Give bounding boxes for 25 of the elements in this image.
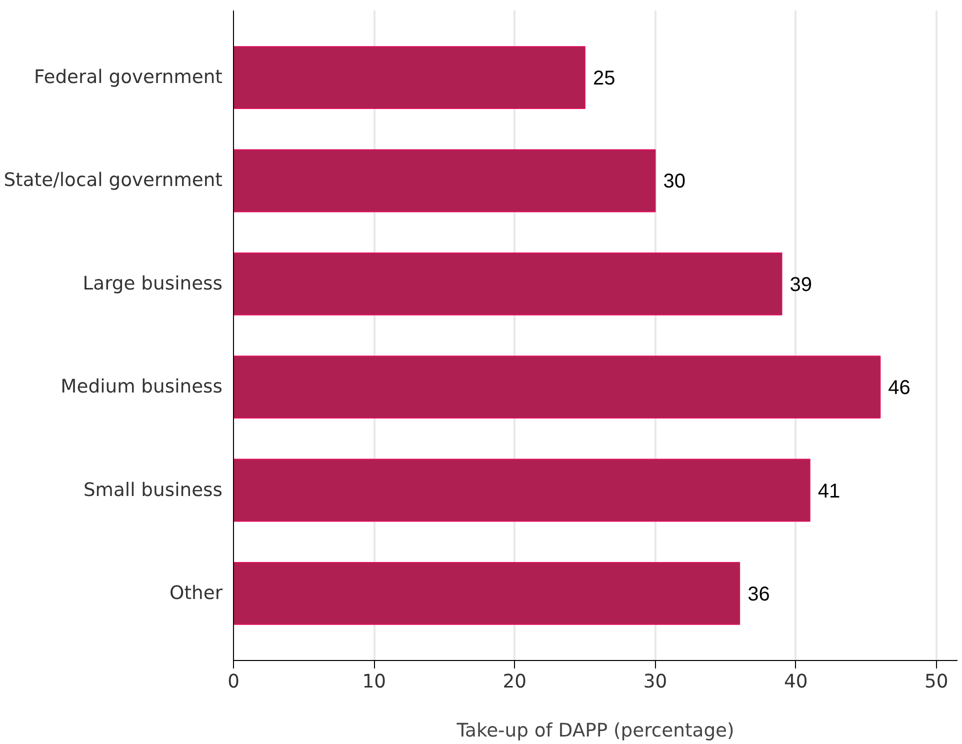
y-tick-label: Medium business	[60, 376, 223, 398]
bar	[234, 356, 881, 419]
y-tick-label: Other	[170, 582, 223, 604]
data-label: 39	[790, 274, 812, 296]
x-tick-label: 50	[924, 672, 948, 692]
data-label: 41	[818, 480, 840, 502]
bar	[234, 562, 740, 625]
bar	[234, 252, 782, 316]
bar	[234, 149, 656, 212]
y-tick-label: Federal government	[34, 67, 223, 88]
x-tick-label: 10	[362, 672, 386, 692]
x-tick-label: 40	[784, 672, 808, 692]
data-label: 25	[592, 68, 616, 90]
bar	[234, 458, 810, 522]
data-label: 30	[663, 170, 686, 193]
x-tick-label: 0	[228, 672, 240, 692]
y-tick-label: Small business	[83, 480, 223, 501]
x-axis-title: Take-up of DAPP (percentage)	[456, 720, 734, 742]
x-tick-label: 30	[643, 672, 668, 692]
data-label: 46	[888, 377, 910, 400]
data-label: 36	[748, 583, 770, 606]
x-tick-label: 20	[502, 672, 527, 692]
bar	[234, 46, 586, 110]
y-tick-label: State/local government	[4, 170, 223, 192]
y-tick-label: Large business	[82, 273, 223, 294]
